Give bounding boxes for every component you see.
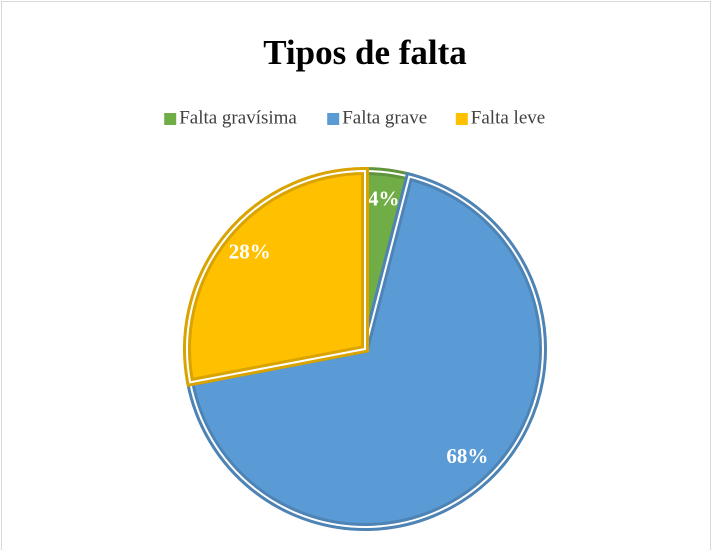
slice-gap xyxy=(186,169,366,384)
legend-swatch xyxy=(327,113,340,125)
slice-gap xyxy=(188,175,544,528)
legend-label: Falta grave xyxy=(342,107,427,128)
data-label: 28% xyxy=(229,240,271,264)
legend-label: Falta gravísima xyxy=(179,107,297,128)
legend-label: Falta leve xyxy=(471,107,545,128)
data-label: 68% xyxy=(446,444,488,468)
legend-swatch xyxy=(455,113,468,125)
legend-swatch xyxy=(164,113,177,125)
chart-title: Tipos de falta xyxy=(263,33,467,72)
data-label: 4% xyxy=(368,186,400,210)
